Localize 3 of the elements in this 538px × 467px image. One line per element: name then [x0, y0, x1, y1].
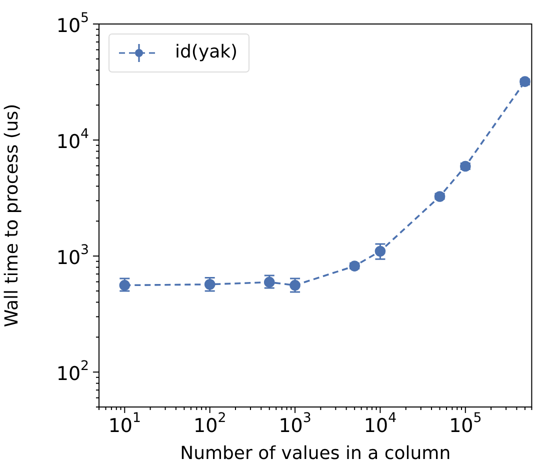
x-axis-title: Number of values in a column — [180, 442, 451, 464]
y-axis-title: Wall time to process (us) — [1, 104, 22, 328]
legend-label: id(yak) — [175, 42, 238, 63]
